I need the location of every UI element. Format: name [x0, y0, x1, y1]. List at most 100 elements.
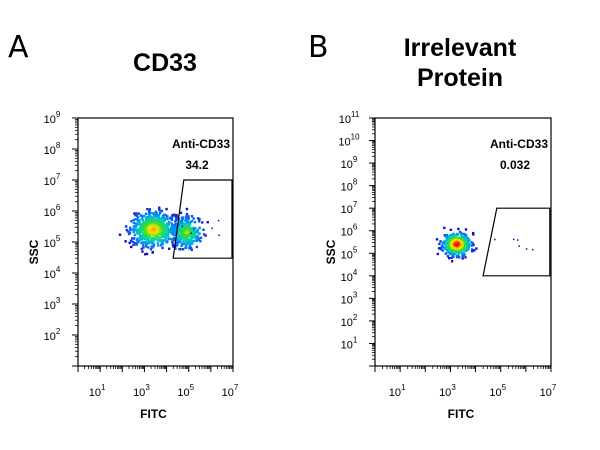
event-dot — [170, 229, 173, 232]
event-dot — [460, 232, 463, 235]
event-dot — [196, 217, 200, 220]
event-dot — [137, 223, 140, 226]
event-dot — [441, 249, 444, 252]
event-dot — [134, 225, 137, 229]
event-dot — [201, 221, 204, 224]
y-tick-exponent: 7 — [56, 172, 61, 181]
x-axis-label: FITC — [448, 407, 475, 421]
event-dot — [464, 228, 468, 231]
event-dot — [463, 235, 467, 238]
event-dot — [128, 226, 132, 230]
event-dot — [451, 252, 454, 255]
event-dot — [144, 240, 147, 244]
event-dot — [174, 220, 177, 223]
y-tick-exponent: 5 — [56, 234, 61, 243]
x-tick-label: 101 — [389, 383, 406, 399]
event-dot — [191, 229, 195, 232]
event-dot — [135, 212, 138, 215]
event-dot — [179, 228, 182, 231]
event-dot — [190, 215, 194, 218]
event-dot — [142, 223, 145, 227]
event-dot — [158, 211, 162, 215]
event-dot — [211, 227, 213, 230]
event-dot — [442, 246, 446, 249]
event-dot — [461, 251, 465, 254]
y-tick-exponent: 6 — [56, 203, 61, 212]
event-dot — [464, 256, 467, 259]
event-dot — [158, 224, 162, 227]
event-dot — [152, 216, 156, 219]
event-dot — [462, 239, 465, 242]
event-dot — [175, 213, 178, 217]
y-tick-label: 108 — [341, 178, 358, 194]
event-dot — [155, 215, 158, 218]
event-dot — [144, 245, 148, 248]
event-dot — [136, 228, 139, 231]
event-dot — [147, 224, 150, 228]
event-dot — [183, 232, 186, 235]
event-dot — [181, 247, 184, 251]
y-tick-label: 106 — [44, 203, 61, 219]
event-dot — [525, 248, 528, 250]
event-dot — [124, 240, 127, 243]
event-dot — [458, 230, 462, 234]
y-tick-exponent: 8 — [353, 178, 358, 187]
event-dot — [512, 238, 515, 241]
event-dot — [139, 236, 142, 239]
event-dot — [443, 240, 446, 244]
event-dot — [179, 211, 183, 215]
y-tick-label: 105 — [44, 234, 61, 250]
event-dot — [455, 247, 458, 251]
event-dot — [159, 217, 162, 220]
event-dot — [144, 220, 147, 224]
event-dot — [202, 233, 206, 236]
event-dot — [437, 247, 441, 250]
event-dot — [447, 256, 451, 260]
event-dot — [158, 206, 161, 209]
event-dot — [445, 234, 448, 237]
event-dot — [516, 239, 519, 241]
event-dot — [151, 250, 154, 254]
event-dot — [174, 222, 177, 226]
event-dot — [146, 231, 149, 234]
event-dot — [139, 229, 142, 233]
event-dot — [168, 221, 171, 224]
panel-letter: A — [8, 30, 29, 65]
event-dot — [187, 215, 190, 218]
event-dot — [472, 233, 475, 236]
event-dot — [165, 240, 169, 243]
event-dot — [184, 219, 187, 223]
event-dot — [182, 235, 185, 238]
event-dot — [435, 238, 439, 241]
event-dot — [168, 228, 171, 231]
event-dot — [171, 230, 174, 234]
event-dot — [132, 218, 135, 222]
event-dot — [190, 242, 194, 245]
y-tick-label: 106 — [341, 223, 358, 239]
event-dot — [156, 241, 160, 244]
event-dot — [154, 213, 157, 217]
event-dot — [161, 223, 165, 227]
event-dot — [206, 221, 209, 224]
y-tick-label: 102 — [44, 327, 61, 343]
event-dot — [152, 228, 156, 231]
event-dot — [180, 233, 183, 237]
event-dot — [451, 254, 454, 258]
event-dot — [141, 241, 145, 244]
event-dot — [138, 219, 141, 222]
event-dot — [148, 208, 152, 211]
event-dot — [144, 216, 148, 220]
event-dot — [190, 219, 194, 223]
event-dot — [148, 236, 151, 239]
y-tick-label: 107 — [44, 172, 61, 188]
event-dot — [473, 249, 476, 252]
event-dot — [168, 216, 172, 220]
x-tick-exponent: 7 — [234, 383, 239, 392]
event-dot — [171, 232, 175, 236]
plot-frame — [374, 117, 552, 367]
event-dot — [162, 234, 166, 237]
event-dot — [443, 226, 446, 230]
x-tick-label: 103 — [439, 383, 456, 399]
event-dot — [464, 247, 467, 251]
event-dot — [165, 231, 168, 234]
